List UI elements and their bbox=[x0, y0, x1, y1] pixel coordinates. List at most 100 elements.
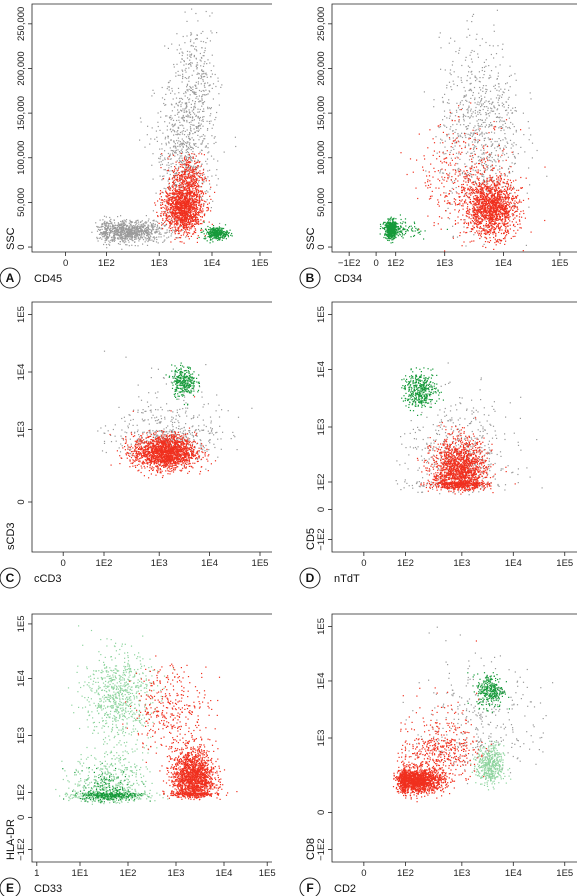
data-point bbox=[462, 104, 464, 106]
data-point bbox=[183, 171, 185, 173]
data-point bbox=[194, 211, 196, 213]
data-point bbox=[456, 123, 458, 125]
data-point bbox=[174, 123, 176, 125]
data-point bbox=[99, 226, 101, 228]
data-point bbox=[528, 139, 530, 141]
data-point bbox=[182, 187, 184, 189]
data-point bbox=[188, 109, 190, 111]
data-point bbox=[183, 188, 185, 190]
data-point bbox=[183, 214, 185, 216]
data-point bbox=[181, 241, 183, 243]
data-point bbox=[190, 203, 192, 205]
data-point bbox=[118, 225, 120, 227]
data-point bbox=[129, 238, 131, 240]
data-point bbox=[162, 159, 164, 161]
data-point bbox=[494, 160, 496, 162]
data-point bbox=[176, 212, 178, 214]
data-point bbox=[475, 146, 477, 148]
data-point bbox=[473, 222, 475, 224]
data-point bbox=[201, 98, 203, 100]
data-point bbox=[140, 221, 142, 223]
data-point bbox=[443, 110, 446, 112]
data-point bbox=[179, 188, 181, 191]
data-point bbox=[499, 218, 501, 220]
data-point bbox=[169, 178, 171, 180]
data-point bbox=[202, 134, 204, 136]
data-point bbox=[192, 116, 194, 118]
data-point bbox=[185, 208, 187, 210]
data-point bbox=[185, 115, 187, 117]
data-point bbox=[193, 182, 195, 184]
data-point bbox=[195, 205, 197, 207]
data-point bbox=[134, 241, 136, 243]
data-point bbox=[172, 197, 174, 199]
data-point bbox=[482, 85, 485, 87]
data-point bbox=[166, 229, 168, 231]
data-point bbox=[438, 36, 440, 38]
data-point bbox=[193, 175, 196, 177]
data-point bbox=[499, 165, 501, 167]
data-point bbox=[118, 223, 120, 225]
data-point bbox=[179, 204, 181, 206]
data-point bbox=[188, 183, 190, 185]
data-point bbox=[157, 228, 159, 230]
data-point bbox=[185, 192, 187, 194]
data-point bbox=[185, 67, 187, 70]
data-point bbox=[439, 170, 441, 172]
data-point bbox=[515, 144, 517, 146]
data-point bbox=[203, 85, 205, 87]
data-point bbox=[184, 211, 186, 213]
data-point bbox=[481, 103, 483, 105]
data-point bbox=[494, 232, 496, 234]
data-point bbox=[195, 49, 197, 51]
data-point bbox=[151, 229, 153, 232]
data-point bbox=[182, 179, 184, 182]
data-point bbox=[166, 199, 168, 201]
data-point bbox=[490, 153, 492, 155]
data-point bbox=[179, 174, 181, 177]
data-point bbox=[121, 230, 124, 232]
data-point bbox=[164, 121, 166, 123]
data-point bbox=[471, 61, 473, 63]
data-point bbox=[474, 98, 476, 101]
data-point bbox=[195, 168, 197, 170]
data-point bbox=[117, 234, 119, 237]
data-point bbox=[101, 234, 103, 236]
data-point bbox=[488, 156, 490, 159]
data-point bbox=[132, 225, 134, 227]
data-point bbox=[187, 193, 189, 195]
data-point bbox=[195, 38, 197, 40]
data-point bbox=[180, 109, 182, 111]
data-point bbox=[499, 116, 501, 118]
data-point bbox=[478, 160, 480, 162]
data-point bbox=[181, 116, 184, 118]
data-point bbox=[174, 204, 176, 206]
data-point bbox=[201, 229, 203, 231]
data-point bbox=[190, 86, 192, 89]
data-point bbox=[166, 202, 168, 204]
data-point bbox=[185, 218, 187, 220]
data-point bbox=[164, 225, 166, 227]
data-point bbox=[180, 234, 182, 237]
data-point bbox=[192, 196, 194, 198]
data-point bbox=[195, 187, 197, 189]
data-point bbox=[133, 228, 136, 230]
data-point bbox=[179, 163, 181, 166]
data-point bbox=[171, 219, 173, 221]
data-point bbox=[183, 119, 185, 122]
data-point bbox=[502, 56, 504, 58]
data-point bbox=[196, 130, 198, 132]
data-point bbox=[204, 61, 206, 63]
data-point bbox=[209, 231, 211, 233]
data-point bbox=[464, 173, 466, 175]
data-point bbox=[171, 90, 173, 92]
data-point bbox=[137, 225, 139, 227]
data-point bbox=[149, 234, 151, 236]
data-point bbox=[115, 231, 117, 233]
data-point bbox=[186, 173, 188, 175]
data-point bbox=[175, 152, 177, 154]
data-point bbox=[129, 219, 131, 221]
data-point bbox=[197, 189, 199, 192]
data-point bbox=[201, 99, 203, 101]
data-point bbox=[204, 177, 207, 180]
